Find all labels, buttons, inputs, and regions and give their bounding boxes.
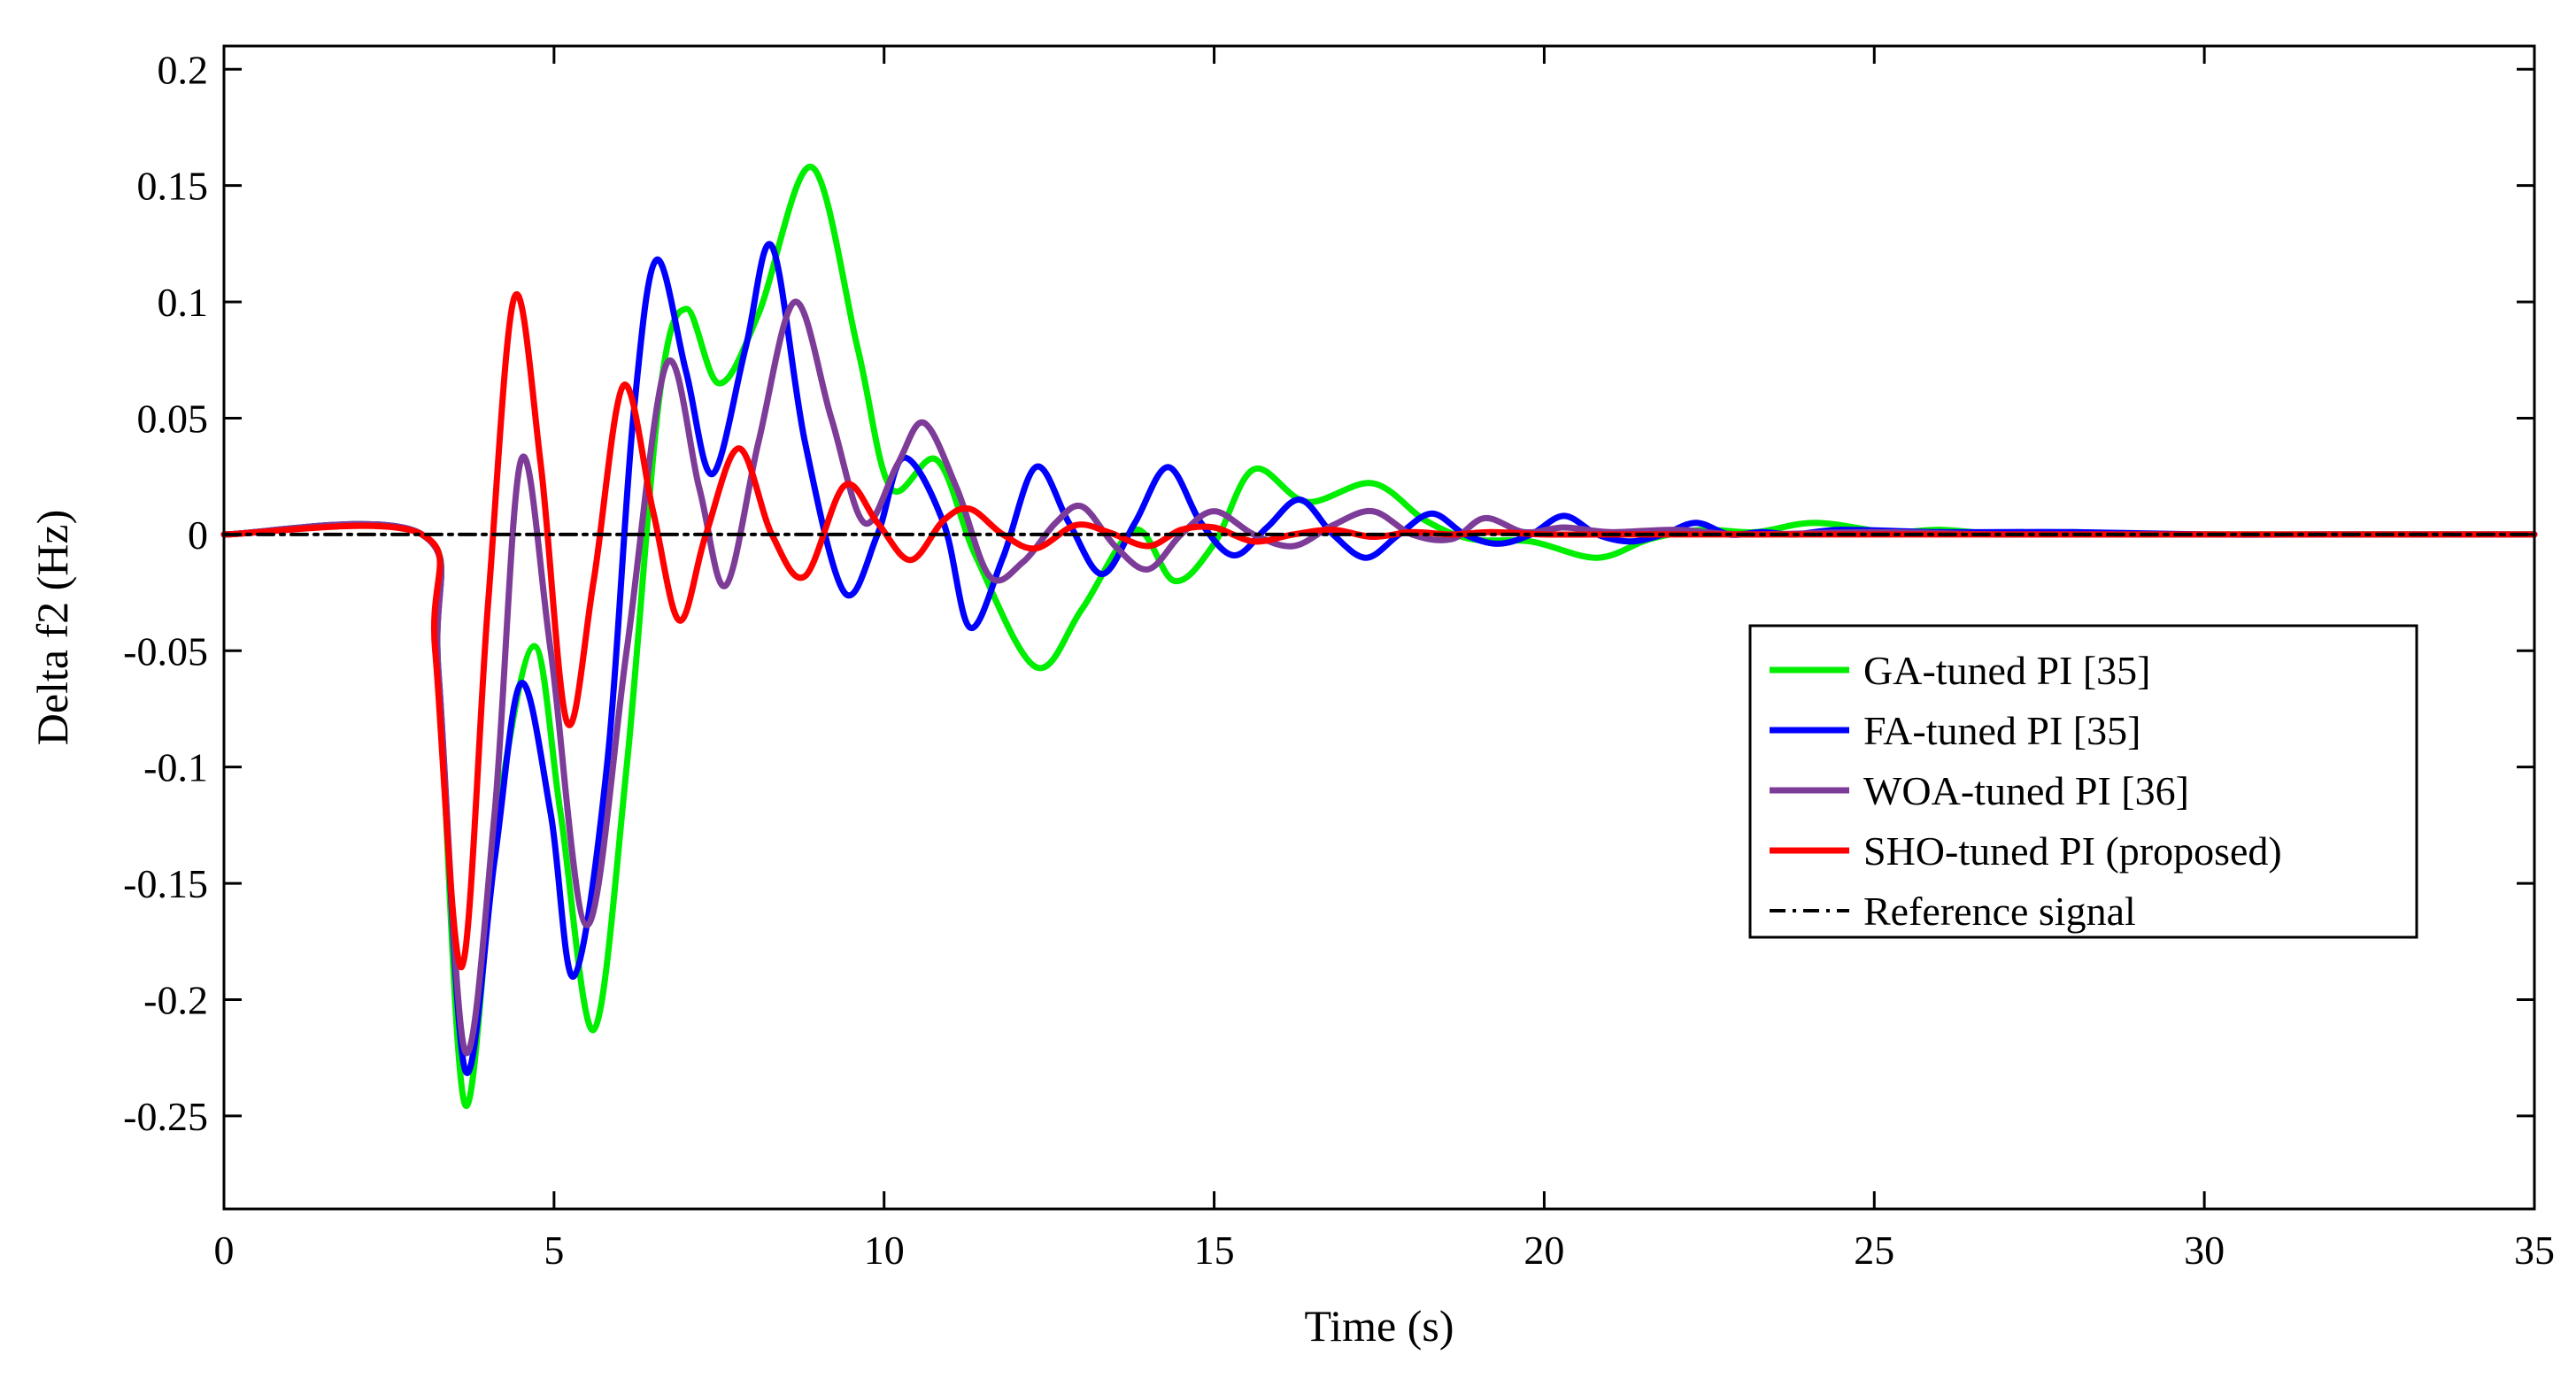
legend-label: Reference signal <box>1863 889 2136 934</box>
legend-label: FA-tuned PI [35] <box>1863 708 2140 753</box>
series-layer <box>220 164 2538 1109</box>
y-tick-label: 0.2 <box>158 47 209 92</box>
y-tick-label: -0.2 <box>143 977 208 1022</box>
y-axis-title: Delta f2 (Hz) <box>27 510 77 746</box>
y-tick-label: 0.05 <box>137 396 209 441</box>
legend-label: SHO-tuned PI (proposed) <box>1863 828 2282 874</box>
x-tick-label: 10 <box>864 1228 905 1273</box>
legend: GA-tuned PI [35] FA-tuned PI [35] WOA-tune… <box>1748 624 2418 939</box>
series-line-2 <box>220 241 2538 1076</box>
x-tick-label: 35 <box>2514 1228 2555 1273</box>
x-tick-label: 30 <box>2184 1228 2225 1273</box>
x-tick-label: 0 <box>214 1228 235 1273</box>
y-tick-label: 0 <box>188 512 208 558</box>
y-tick-label: -0.25 <box>123 1094 208 1139</box>
x-tick-label: 20 <box>1523 1228 1564 1273</box>
x-tick-label: 15 <box>1194 1228 1235 1273</box>
y-tick-label: 0.15 <box>137 164 209 209</box>
y-tick-label: -0.05 <box>123 628 208 674</box>
legend-box <box>1748 624 2418 939</box>
plot-frame <box>222 44 2536 1211</box>
x-tick-label: 25 <box>1854 1228 1894 1273</box>
legend-label: WOA-tuned PI [36] <box>1863 768 2189 813</box>
y-tick-label: 0.1 <box>158 280 209 325</box>
x-ticks: 0 5 10 15 20 25 30 35 <box>214 46 2555 1273</box>
y-tick-label: -0.1 <box>143 745 208 790</box>
y-ticks: 0.2 0.15 0.1 0.05 0 -0.05 -0.1 -0.15 -0.2 -0.25 <box>123 47 2534 1139</box>
x-tick-label: 5 <box>544 1228 564 1273</box>
y-tick-label: -0.15 <box>123 861 208 906</box>
legend-label: GA-tuned PI [35] <box>1863 648 2151 693</box>
series-line-3 <box>220 298 2538 1057</box>
x-axis-title: Time (s) <box>1304 1301 1454 1351</box>
